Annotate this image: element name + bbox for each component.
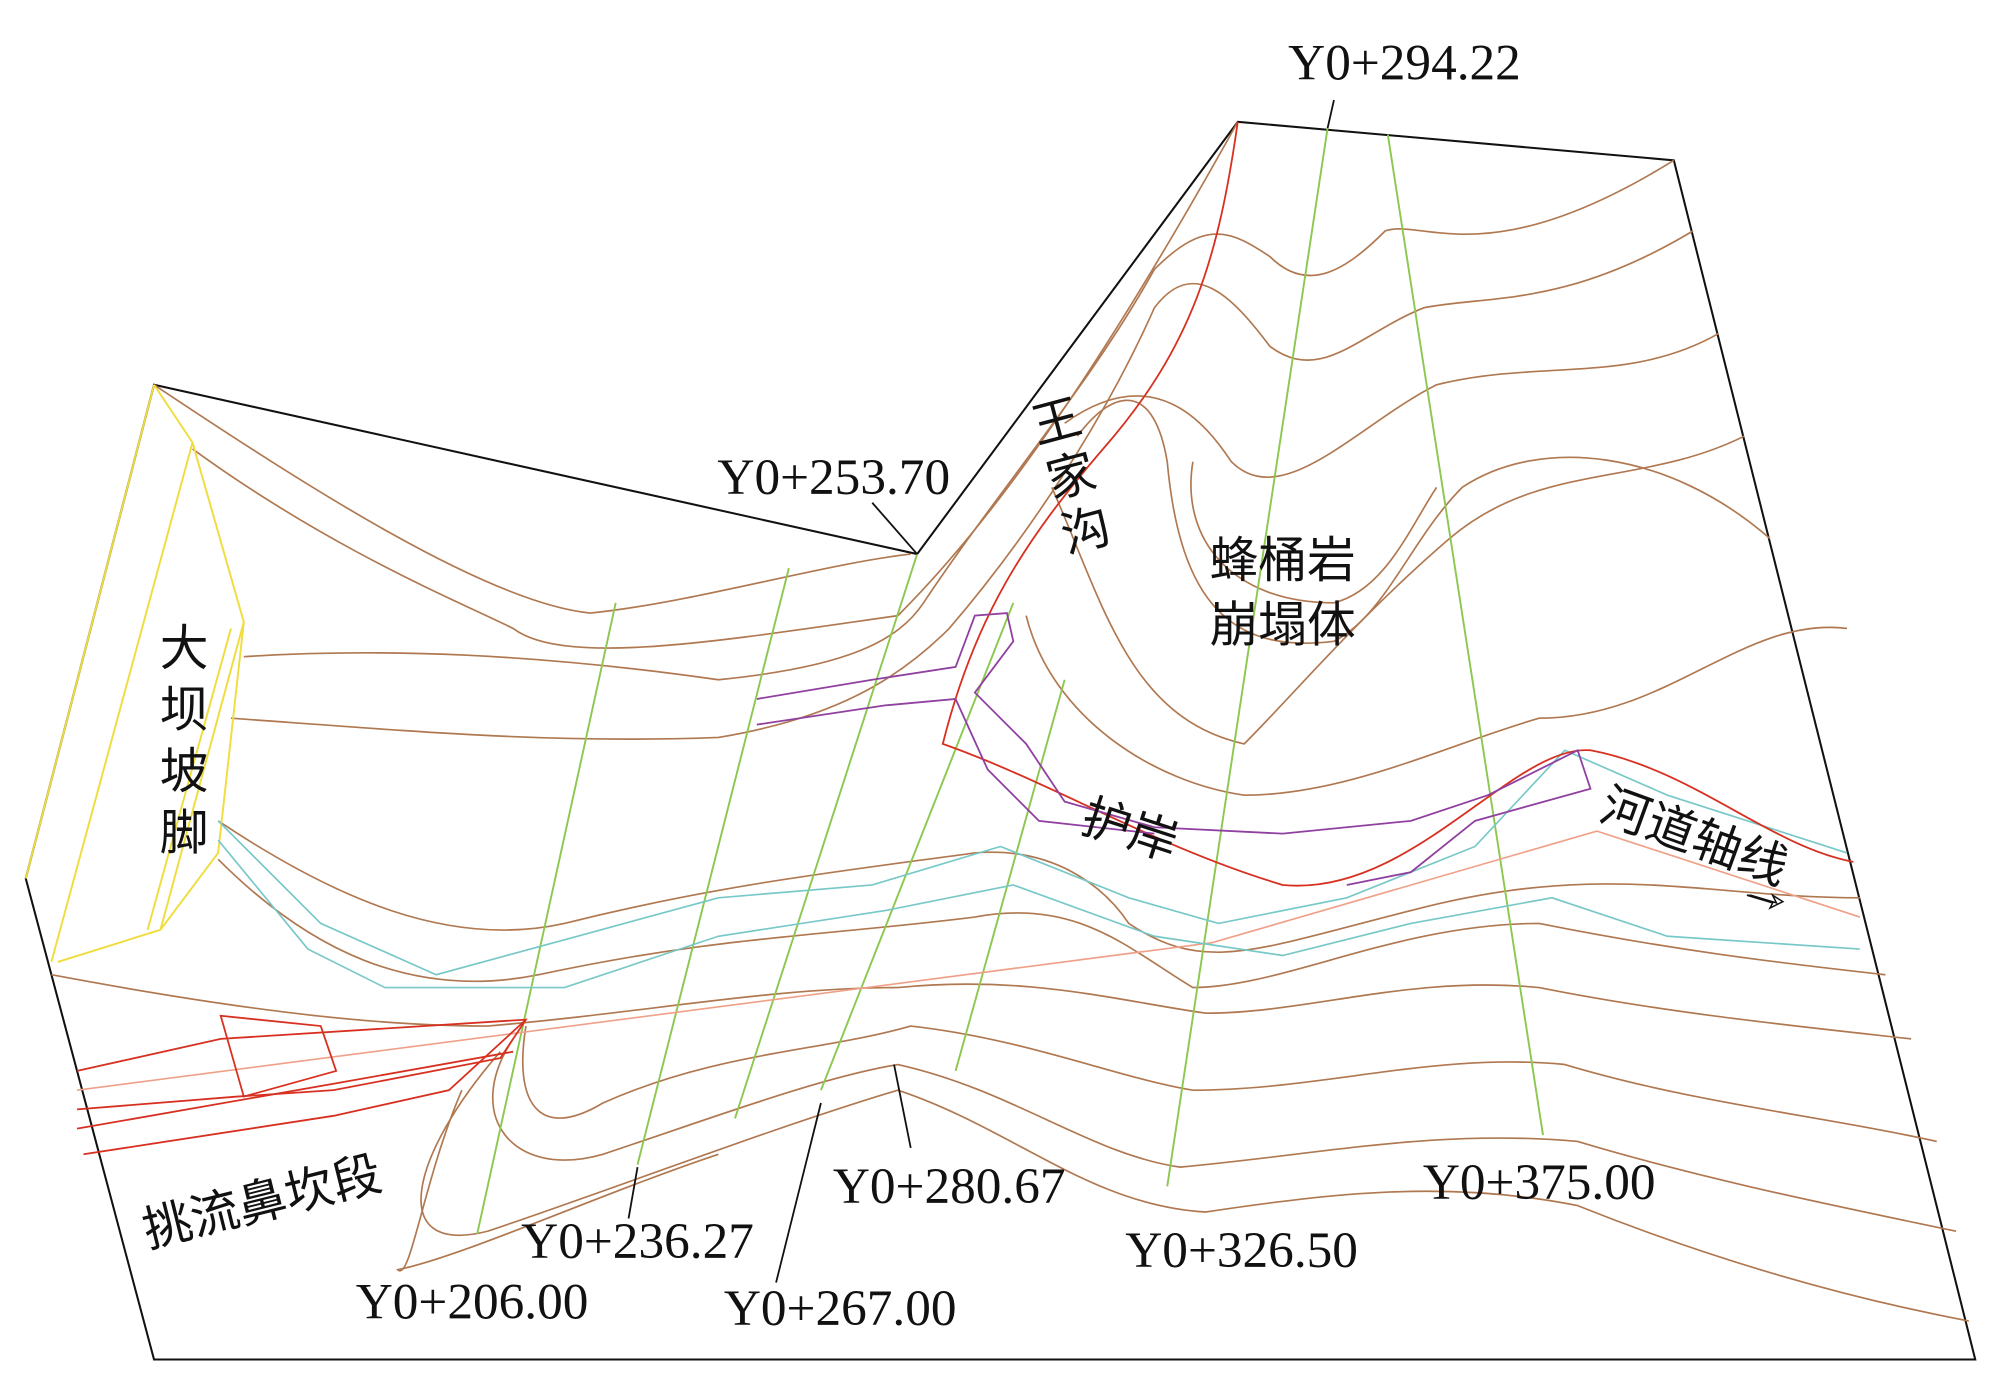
river-edge <box>217 749 1848 976</box>
station-label: Y0+294.22 <box>1288 35 1521 92</box>
dam-edge <box>50 442 194 963</box>
contour <box>243 159 1675 681</box>
station-label: Y0+236.27 <box>521 1213 754 1270</box>
river-axis <box>76 830 1861 1091</box>
leaders <box>627 99 1335 1283</box>
leader <box>775 1102 822 1283</box>
section-lines <box>476 128 1544 1235</box>
station-label: Y0+280.67 <box>833 1158 1066 1215</box>
collapse-label: 蜂桶岩 <box>1210 533 1356 589</box>
contour <box>217 820 1860 953</box>
section-line <box>954 679 1066 1072</box>
dam-toe-label: 大坝坡脚 <box>152 622 208 868</box>
contour <box>51 973 1912 1040</box>
contour <box>230 230 1694 741</box>
contour <box>420 1051 1969 1322</box>
contour <box>1064 332 1720 478</box>
section-line <box>636 567 790 1165</box>
revetment-label: 护岸 <box>1075 789 1185 872</box>
collapse-label: 崩塌体 <box>1210 597 1356 653</box>
revetment <box>756 698 1155 835</box>
boundary <box>24 120 1977 1361</box>
section-line <box>820 602 1015 1091</box>
contour <box>492 1038 1957 1233</box>
section-line <box>1386 134 1544 1136</box>
station-label: Y0+375.00 <box>1423 1154 1656 1211</box>
dam-edge <box>24 384 155 879</box>
contour <box>1025 615 1848 797</box>
dam-edge <box>146 628 232 931</box>
section-line <box>734 553 919 1119</box>
ski-jump-edge <box>76 1050 514 1130</box>
station-label: Y0+206.00 <box>356 1273 589 1330</box>
dam-edge <box>159 621 245 931</box>
flow-arrow <box>1746 893 1785 910</box>
leader <box>893 1064 912 1149</box>
station-label: Y0+267.00 <box>724 1280 957 1337</box>
contour <box>1076 399 1771 644</box>
ski-jump-label: 挑流鼻坎段 <box>137 1146 387 1259</box>
ski-jump <box>76 1014 528 1156</box>
station-label: Y0+326.50 <box>1125 1222 1358 1279</box>
ski-jump-edge <box>83 1018 527 1156</box>
contour <box>153 384 911 614</box>
ski-jump-block <box>219 1014 338 1098</box>
section-line <box>1166 128 1329 1187</box>
dam-toe <box>24 384 245 963</box>
river-axis-label: 河道轴线 <box>1593 777 1795 896</box>
contour <box>217 858 1886 989</box>
gully-label: 王家沟 <box>1018 390 1116 568</box>
contour <box>1190 461 1438 604</box>
contour <box>1051 435 1745 745</box>
section-line <box>476 602 617 1235</box>
contour <box>522 1025 1937 1143</box>
station-label: Y0+253.70 <box>717 449 950 506</box>
ski-jump-edge <box>76 1018 528 1111</box>
station-labels: Y0+294.22 Y0+253.70 Y0+206.00 Y0+236.27 … <box>356 35 1656 1337</box>
revetment <box>756 612 1592 886</box>
river-edge <box>217 839 1860 989</box>
leader <box>1326 99 1335 129</box>
leader <box>627 1166 639 1219</box>
leader <box>871 502 918 555</box>
contour <box>396 1089 719 1272</box>
contours <box>51 121 1969 1322</box>
dam-edge <box>57 384 245 963</box>
